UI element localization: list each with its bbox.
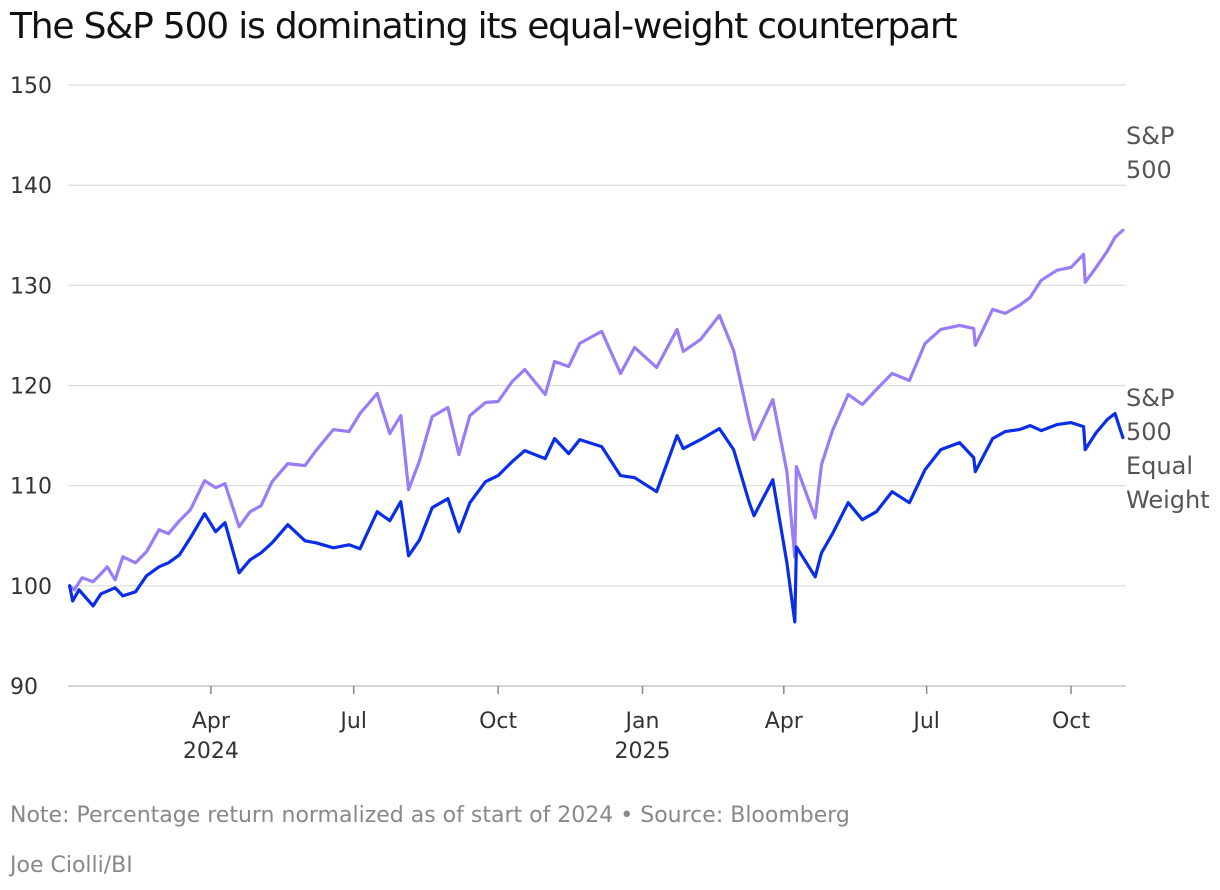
series-labels: S&P 500 S&P 500 Equal Weight (1126, 122, 1210, 514)
x-tick-label: Jul (911, 709, 940, 734)
footnote: Note: Percentage return normalized as of… (10, 803, 850, 828)
x-tick-label: Oct (479, 709, 517, 734)
y-tick-label: 110 (10, 475, 52, 500)
gridlines (68, 84, 1126, 687)
y-tick-label: 100 (10, 575, 52, 600)
y-tick-label: 140 (10, 174, 52, 199)
y-axis-ticks: 90 100 110 120 130 140 150 (10, 74, 52, 700)
series-label-equal-weight: S&P (1126, 384, 1174, 412)
x-tick-label: Apr (765, 709, 804, 734)
series-label-equal-weight: Weight (1126, 486, 1210, 514)
x-tick-label: Jul (338, 709, 367, 734)
series-line-equal-weight (68, 411, 1125, 624)
series-label-sp500: S&P (1126, 122, 1174, 150)
x-tick-year-label: 2025 (615, 739, 671, 764)
series-label-equal-weight: Equal (1126, 452, 1193, 480)
chart-title: The S&P 500 is dominating its equal-weig… (10, 6, 958, 47)
y-tick-label: 90 (10, 675, 38, 700)
series-label-equal-weight: 500 (1126, 418, 1172, 446)
credit-line: Joe Ciolli/BI (10, 853, 133, 878)
x-tick-label: Apr (192, 709, 231, 734)
series-lines (68, 228, 1125, 624)
series-line-sp500 (68, 228, 1125, 592)
x-axis: Apr 2024 Jul Oct Jan 2025 Apr Jul Oct (183, 686, 1090, 764)
x-tick-year-label: 2024 (183, 739, 239, 764)
series-label-sp500: 500 (1126, 156, 1172, 184)
y-tick-label: 130 (10, 274, 52, 299)
y-tick-label: 120 (10, 375, 52, 400)
y-tick-label: 150 (10, 74, 52, 99)
x-tick-label: Oct (1052, 709, 1090, 734)
x-tick-label: Jan (624, 709, 660, 734)
